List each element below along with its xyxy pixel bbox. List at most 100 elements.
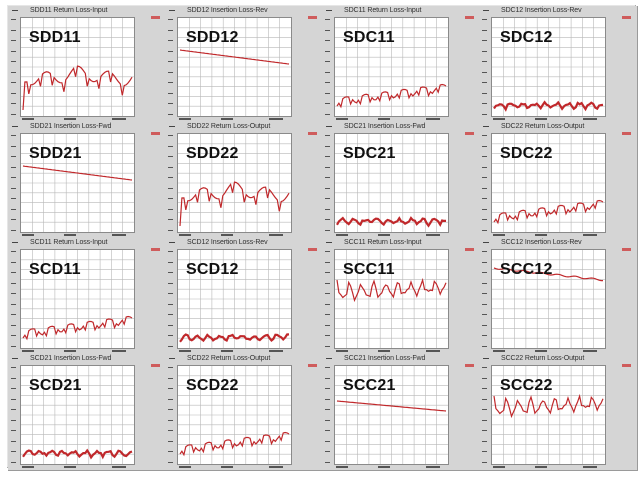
plot-panel-scc21[interactable]: SCC21 Insertion Loss-Fwd SCC21 xyxy=(322,354,481,471)
plot-panel-scd11[interactable]: SCD11 Return Loss-Input SCD11 xyxy=(8,238,167,355)
plot-title: SDC22 Return Loss-Output xyxy=(501,123,585,130)
y-tick xyxy=(325,293,330,294)
plot-area[interactable]: SCD12 xyxy=(177,249,292,349)
plot-panel-scc22[interactable]: SCC22 Return Loss-Output SCC22 xyxy=(479,354,638,471)
plot-area[interactable]: SDC22 xyxy=(491,133,606,233)
y-axis-ticks xyxy=(168,19,174,115)
plot-area[interactable]: SDC11 xyxy=(334,17,449,117)
x-axis-ticks xyxy=(491,234,606,237)
x-tick-label-mark xyxy=(378,466,390,468)
title-marker xyxy=(483,126,489,127)
legend-swatch xyxy=(465,16,474,19)
y-tick xyxy=(482,113,487,115)
plot-area[interactable]: SCD21 xyxy=(20,365,135,465)
y-tick xyxy=(168,251,173,252)
title-marker xyxy=(326,10,332,11)
legend-swatch xyxy=(308,248,317,251)
plot-title: SCC21 Insertion Loss-Fwd xyxy=(344,355,426,362)
plot-title: SDD21 Insertion Loss-Fwd xyxy=(30,123,112,130)
y-tick xyxy=(482,208,487,210)
y-tick xyxy=(482,156,487,157)
y-tick xyxy=(482,61,487,62)
y-tick xyxy=(482,345,487,347)
plot-panel-sdd11[interactable]: SDD11 Return Loss-Input SDD11 xyxy=(8,6,167,123)
y-tick xyxy=(11,145,16,147)
plot-panel-scc11[interactable]: SCC11 Return Loss-Input SCC11 xyxy=(322,238,481,355)
x-axis-ticks xyxy=(20,466,135,469)
legend-swatch xyxy=(622,16,631,19)
y-tick xyxy=(482,40,487,41)
plot-label: SCC22 xyxy=(500,377,553,394)
plot-area[interactable]: SCD11 xyxy=(20,249,135,349)
y-tick xyxy=(168,282,173,284)
y-tick xyxy=(168,187,173,189)
trace-line xyxy=(22,315,133,341)
y-tick xyxy=(325,261,330,263)
plot-area[interactable]: SDD11 xyxy=(20,17,135,117)
trace-line xyxy=(336,277,447,303)
legend-swatch xyxy=(151,248,160,251)
plot-panel-scd22[interactable]: SCD22 Return Loss-Output SCD22 xyxy=(165,354,324,471)
y-tick xyxy=(11,40,16,41)
x-tick-label-mark xyxy=(64,234,76,236)
plot-panel-sdc12[interactable]: SDC12 Insertion Loss-Rev SDC12 xyxy=(479,6,638,123)
legend-swatch xyxy=(308,132,317,135)
plot-label: SCD21 xyxy=(29,377,82,394)
y-tick xyxy=(482,451,487,452)
y-tick xyxy=(168,461,173,463)
plot-title: SDD22 Return Loss-Output xyxy=(187,123,271,130)
plot-panel-scd21[interactable]: SCD21 Insertion Loss-Fwd SCD21 xyxy=(8,354,167,471)
plot-area[interactable]: SCD22 xyxy=(177,365,292,465)
plot-panel-scd12[interactable]: SCD12 Insertion Loss-Rev SCD12 xyxy=(165,238,324,355)
legend-swatch xyxy=(465,364,474,367)
y-axis-ticks xyxy=(325,135,331,231)
x-tick-label-mark xyxy=(22,234,34,236)
title-marker xyxy=(169,358,175,359)
y-tick xyxy=(168,40,173,41)
plot-area[interactable]: SCC12 xyxy=(491,249,606,349)
plot-area[interactable]: SCC21 xyxy=(334,365,449,465)
y-tick xyxy=(168,293,173,294)
plot-area[interactable]: SDC12 xyxy=(491,17,606,117)
x-tick-label-mark xyxy=(64,466,76,468)
y-tick xyxy=(482,293,487,294)
x-tick-label-mark xyxy=(269,234,283,236)
plot-panel-sdc11[interactable]: SDC11 Return Loss-Input SDC11 xyxy=(322,6,481,123)
y-tick xyxy=(168,272,173,273)
y-tick xyxy=(482,229,487,231)
y-tick xyxy=(482,409,487,410)
plot-area[interactable]: SDD12 xyxy=(177,17,292,117)
plot-area[interactable]: SCC22 xyxy=(491,365,606,465)
legend-swatch xyxy=(151,132,160,135)
y-tick xyxy=(482,92,487,94)
y-tick xyxy=(11,177,16,178)
plot-panel-sdc21[interactable]: SDC21 Insertion Loss-Fwd SDC21 xyxy=(322,122,481,239)
y-tick xyxy=(168,303,173,305)
plot-area[interactable]: SCC11 xyxy=(334,249,449,349)
y-tick xyxy=(325,409,330,410)
x-tick-label-mark xyxy=(112,118,126,120)
y-tick xyxy=(11,29,16,31)
plot-panel-sdd12[interactable]: SDD12 Insertion Loss-Rev SDD12 xyxy=(165,6,324,123)
plot-panel-sdd22[interactable]: SDD22 Return Loss-Output SDD22 xyxy=(165,122,324,239)
x-axis-ticks xyxy=(20,234,135,237)
y-axis-ticks xyxy=(11,251,17,347)
plot-panel-sdc22[interactable]: SDC22 Return Loss-Output SDC22 xyxy=(479,122,638,239)
title-marker xyxy=(169,126,175,127)
y-tick xyxy=(325,113,330,115)
y-tick xyxy=(11,50,16,52)
plot-area[interactable]: SDD22 xyxy=(177,133,292,233)
y-tick xyxy=(11,229,16,231)
x-tick-label-mark xyxy=(336,350,348,352)
title-marker xyxy=(12,242,18,243)
plot-panel-sdd21[interactable]: SDD21 Insertion Loss-Fwd SDD21 xyxy=(8,122,167,239)
plot-area[interactable]: SDD21 xyxy=(20,133,135,233)
title-marker xyxy=(326,242,332,243)
x-tick-label-mark xyxy=(112,466,126,468)
y-axis-ticks xyxy=(482,367,488,463)
y-tick xyxy=(325,419,330,421)
plot-panel-scc12[interactable]: SCC12 Insertion Loss-Rev SCC12 xyxy=(479,238,638,355)
y-tick xyxy=(325,71,330,73)
title-marker xyxy=(326,358,332,359)
plot-area[interactable]: SDC21 xyxy=(334,133,449,233)
